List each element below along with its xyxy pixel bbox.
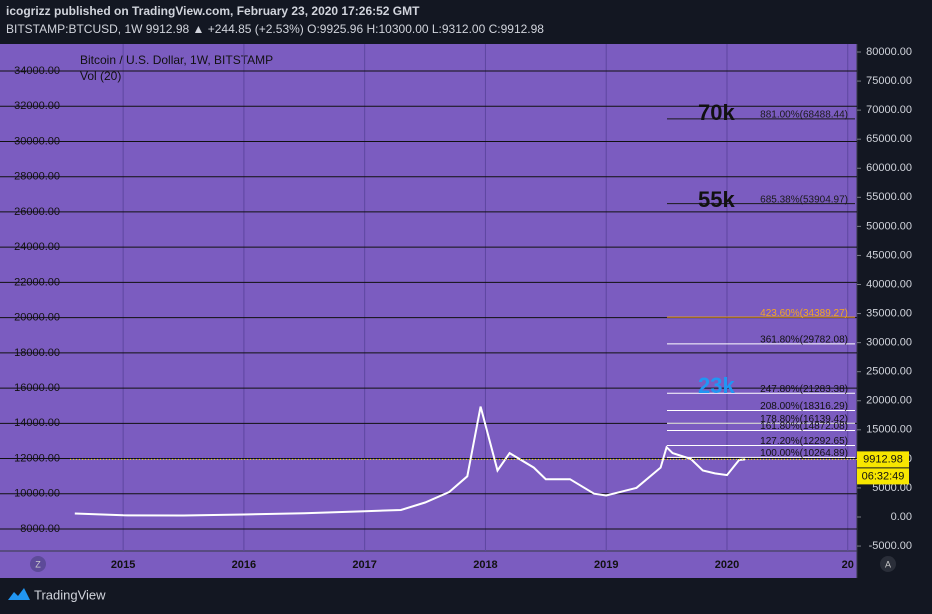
icon-auto-glyph: A xyxy=(885,559,891,569)
publisher: icogrizz published on TradingView.com, F… xyxy=(6,4,420,18)
y-tick-label: 28000.00 xyxy=(14,171,60,183)
fib-label: 247.80%(21283.38) xyxy=(760,384,848,395)
fib-label: 423.60%(34389.27) xyxy=(760,308,848,319)
price-line xyxy=(74,406,746,517)
y2-tick-label: 0.00 xyxy=(891,511,912,523)
x-tick-label: 2019 xyxy=(594,559,618,571)
y-tick-label: 34000.00 xyxy=(14,65,60,77)
y2-tick-label: 40000.00 xyxy=(866,278,912,290)
y-tick-label: 20000.00 xyxy=(14,312,60,324)
annotation: 23k xyxy=(698,373,735,398)
fib-label: 127.20%(12292.65) xyxy=(760,436,848,447)
y2-tick-label: 75000.00 xyxy=(866,75,912,87)
fib-label: 881.00%(68488.44) xyxy=(760,110,848,121)
y-tick-label: 14000.00 xyxy=(14,417,60,429)
y-tick-label: 32000.00 xyxy=(14,100,60,112)
fib-label: 161.80%(14872.08) xyxy=(760,421,848,432)
fib-label: 208.00%(18316.29) xyxy=(760,401,848,412)
x-tick-label: 2016 xyxy=(232,559,256,571)
y2-tick-label: 65000.00 xyxy=(866,133,912,145)
y-tick-label: 12000.00 xyxy=(14,452,60,464)
y2-tick-label: 80000.00 xyxy=(866,46,912,58)
fib-label: 361.80%(29782.08) xyxy=(760,335,848,346)
icon-auto[interactable] xyxy=(880,556,896,572)
brand: TradingView xyxy=(34,587,106,602)
x-tick-label: 2018 xyxy=(473,559,497,571)
y2-tick-label: 55000.00 xyxy=(866,191,912,203)
y2-tick-label: 5000.00 xyxy=(872,482,912,494)
last-price-badge xyxy=(857,451,909,468)
x-tick-label: 2015 xyxy=(111,559,135,571)
y2-tick-label: 25000.00 xyxy=(866,366,912,378)
logo xyxy=(8,588,30,600)
y-tick-label: 10000.00 xyxy=(14,488,60,500)
fib-label: 685.38%(53904.97) xyxy=(760,194,848,205)
y2-tick-label: 70000.00 xyxy=(866,104,912,116)
plot-background xyxy=(0,44,857,578)
y2-tick-label: 20000.00 xyxy=(866,395,912,407)
y-tick-label: 8000.00 xyxy=(20,523,60,535)
y-tick-label: 30000.00 xyxy=(14,135,60,147)
y2-tick-label: -5000.00 xyxy=(869,540,912,552)
y-tick-label: 16000.00 xyxy=(14,382,60,394)
y2-tick-label: 35000.00 xyxy=(866,307,912,319)
x-tick-label: 20 xyxy=(842,559,854,571)
legend-volume: Vol (20) xyxy=(80,69,121,83)
countdown-badge xyxy=(857,468,909,485)
icon-z[interactable] xyxy=(30,556,46,572)
legend-symbol: Bitcoin / U.S. Dollar, 1W, BITSTAMP xyxy=(80,53,273,67)
annotation: 70k xyxy=(698,100,735,125)
icon-z-glyph: Z xyxy=(35,559,41,569)
y-tick-label: 24000.00 xyxy=(14,241,60,253)
annotation: 55k xyxy=(698,187,735,212)
y2-tick-label: 45000.00 xyxy=(866,249,912,261)
quote: BITSTAMP:BTCUSD, 1W 9912.98 ▲ +244.85 (+… xyxy=(6,22,544,36)
y2-tick-label: 50000.00 xyxy=(866,220,912,232)
fib-label: 178.80%(16139.42) xyxy=(760,414,848,425)
fib-label: 100.00%(10264.89) xyxy=(760,448,848,459)
x-tick-label: 2020 xyxy=(715,559,739,571)
countdown: 06:32:49 xyxy=(862,470,905,482)
y2-tick-label: 60000.00 xyxy=(866,162,912,174)
x-tick-label: 2017 xyxy=(352,559,376,571)
y-tick-label: 18000.00 xyxy=(14,347,60,359)
last-price-label: 9912.98 xyxy=(863,453,903,465)
y-tick-label: 22000.00 xyxy=(14,276,60,288)
y-tick-label: 26000.00 xyxy=(14,206,60,218)
y2-tick-label: 30000.00 xyxy=(866,337,912,349)
y2-tick-label: 15000.00 xyxy=(866,424,912,436)
